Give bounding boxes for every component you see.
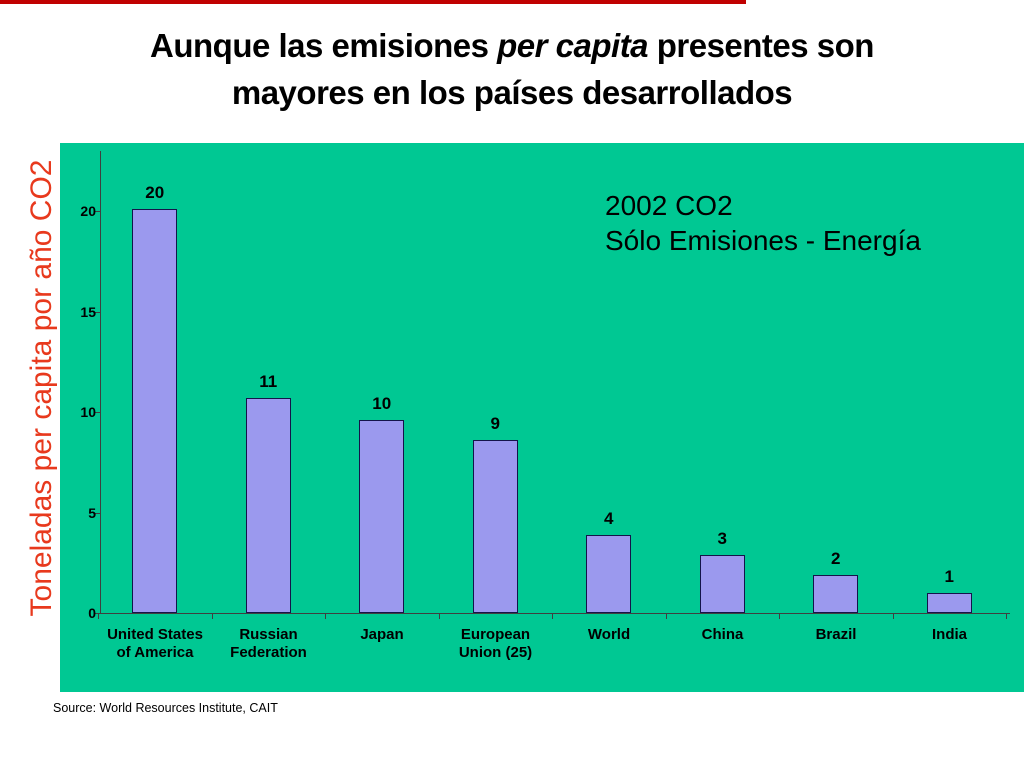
x-axis-category-line: Union (25) [458, 644, 533, 661]
y-tick-mark [94, 512, 100, 514]
x-axis-category-line: United States [107, 626, 203, 643]
x-axis-category-line: Federation [230, 644, 307, 661]
x-tick-mark [892, 613, 894, 619]
chart-annotation: 2002 CO2 Sólo Emisiones - Energía [605, 188, 921, 258]
y-axis-line [100, 151, 101, 613]
bar-1 [245, 398, 291, 613]
x-tick-mark [98, 613, 99, 619]
y-tick-mark [94, 412, 100, 413]
y-tick-label: 5 [88, 504, 96, 521]
x-tick-mark [325, 613, 326, 619]
bar-value-label: 1 [944, 567, 954, 586]
y-tick-label: 20 [80, 203, 96, 219]
x-tick-mark [665, 613, 667, 619]
x-axis-category-label: India [893, 626, 1007, 644]
title-text-italic: per capita [497, 27, 649, 64]
x-axis-category-line: World [587, 626, 631, 643]
bar-2 [359, 420, 405, 613]
source-note: Source: World Resources Institute, CAIT [53, 701, 278, 715]
slide-title-line1: Aunque las emisiones per capita presente… [0, 22, 1024, 69]
y-axis-title: Toneladas per capita por año CO2 [25, 159, 58, 617]
x-tick-mark [211, 613, 213, 619]
x-axis-category-label: Brazil [779, 626, 893, 644]
slide-title-line2: mayores en los países desarrollados [231, 74, 793, 111]
x-axis-category-label: China [666, 626, 780, 644]
title-text-pre: Aunque las emisiones [150, 27, 498, 64]
x-axis-category-line: India [931, 626, 967, 643]
bar-value-label: 2 [831, 549, 841, 568]
bar-4 [586, 535, 632, 613]
bar-value-label: 10 [372, 394, 392, 413]
x-tick-mark [779, 613, 780, 619]
x-tick-mark [552, 613, 553, 619]
annotation-line2: Sólo Emisiones - Energía [605, 225, 921, 256]
x-axis-category-line: Brazil [815, 626, 857, 643]
title-text-post: presentes son [648, 27, 875, 64]
x-axis-line [98, 613, 1010, 614]
x-axis-category-line: Russian [239, 626, 298, 643]
x-axis-category-line: European [460, 626, 531, 643]
x-axis-category-label: European Union (25) [439, 626, 553, 662]
x-axis-category-label: United States of America [98, 626, 212, 662]
top-accent-line [0, 0, 746, 4]
x-axis-category-label: World [552, 626, 666, 644]
y-tick-label: 15 [80, 303, 96, 320]
y-tick-mark [94, 211, 100, 212]
x-axis-category-label: Japan [325, 626, 439, 644]
x-axis-category-line: Japan [360, 626, 404, 643]
x-axis-category-line: of America [116, 644, 194, 661]
bar-value-label: 4 [604, 509, 614, 528]
x-axis-category-line: China [701, 626, 744, 643]
bar-6 [813, 575, 859, 613]
x-tick-mark [438, 613, 440, 619]
bar-value-label: 11 [259, 372, 278, 391]
bar-3 [472, 440, 518, 613]
y-tick-label: 10 [80, 404, 96, 420]
bar-7 [926, 593, 972, 613]
bar-value-label: 9 [490, 414, 500, 433]
annotation-line1: 2002 CO2 [605, 190, 733, 221]
bar-value-label: 20 [145, 183, 165, 202]
y-tick-mark [94, 613, 100, 614]
y-tick-mark [94, 311, 100, 313]
chart-panel: 2002 CO2 Sólo Emisiones - Energía 0 5 10 15… [60, 143, 1024, 692]
bar-5 [699, 555, 745, 613]
slide-title: Aunque las emisiones per capita presente… [0, 22, 1024, 116]
x-axis-category-label: Russian Federation [212, 626, 326, 662]
bar-value-label: 3 [717, 529, 727, 548]
y-tick-label: 0 [88, 605, 96, 621]
x-tick-mark [1006, 613, 1007, 619]
bar-0 [132, 209, 178, 613]
